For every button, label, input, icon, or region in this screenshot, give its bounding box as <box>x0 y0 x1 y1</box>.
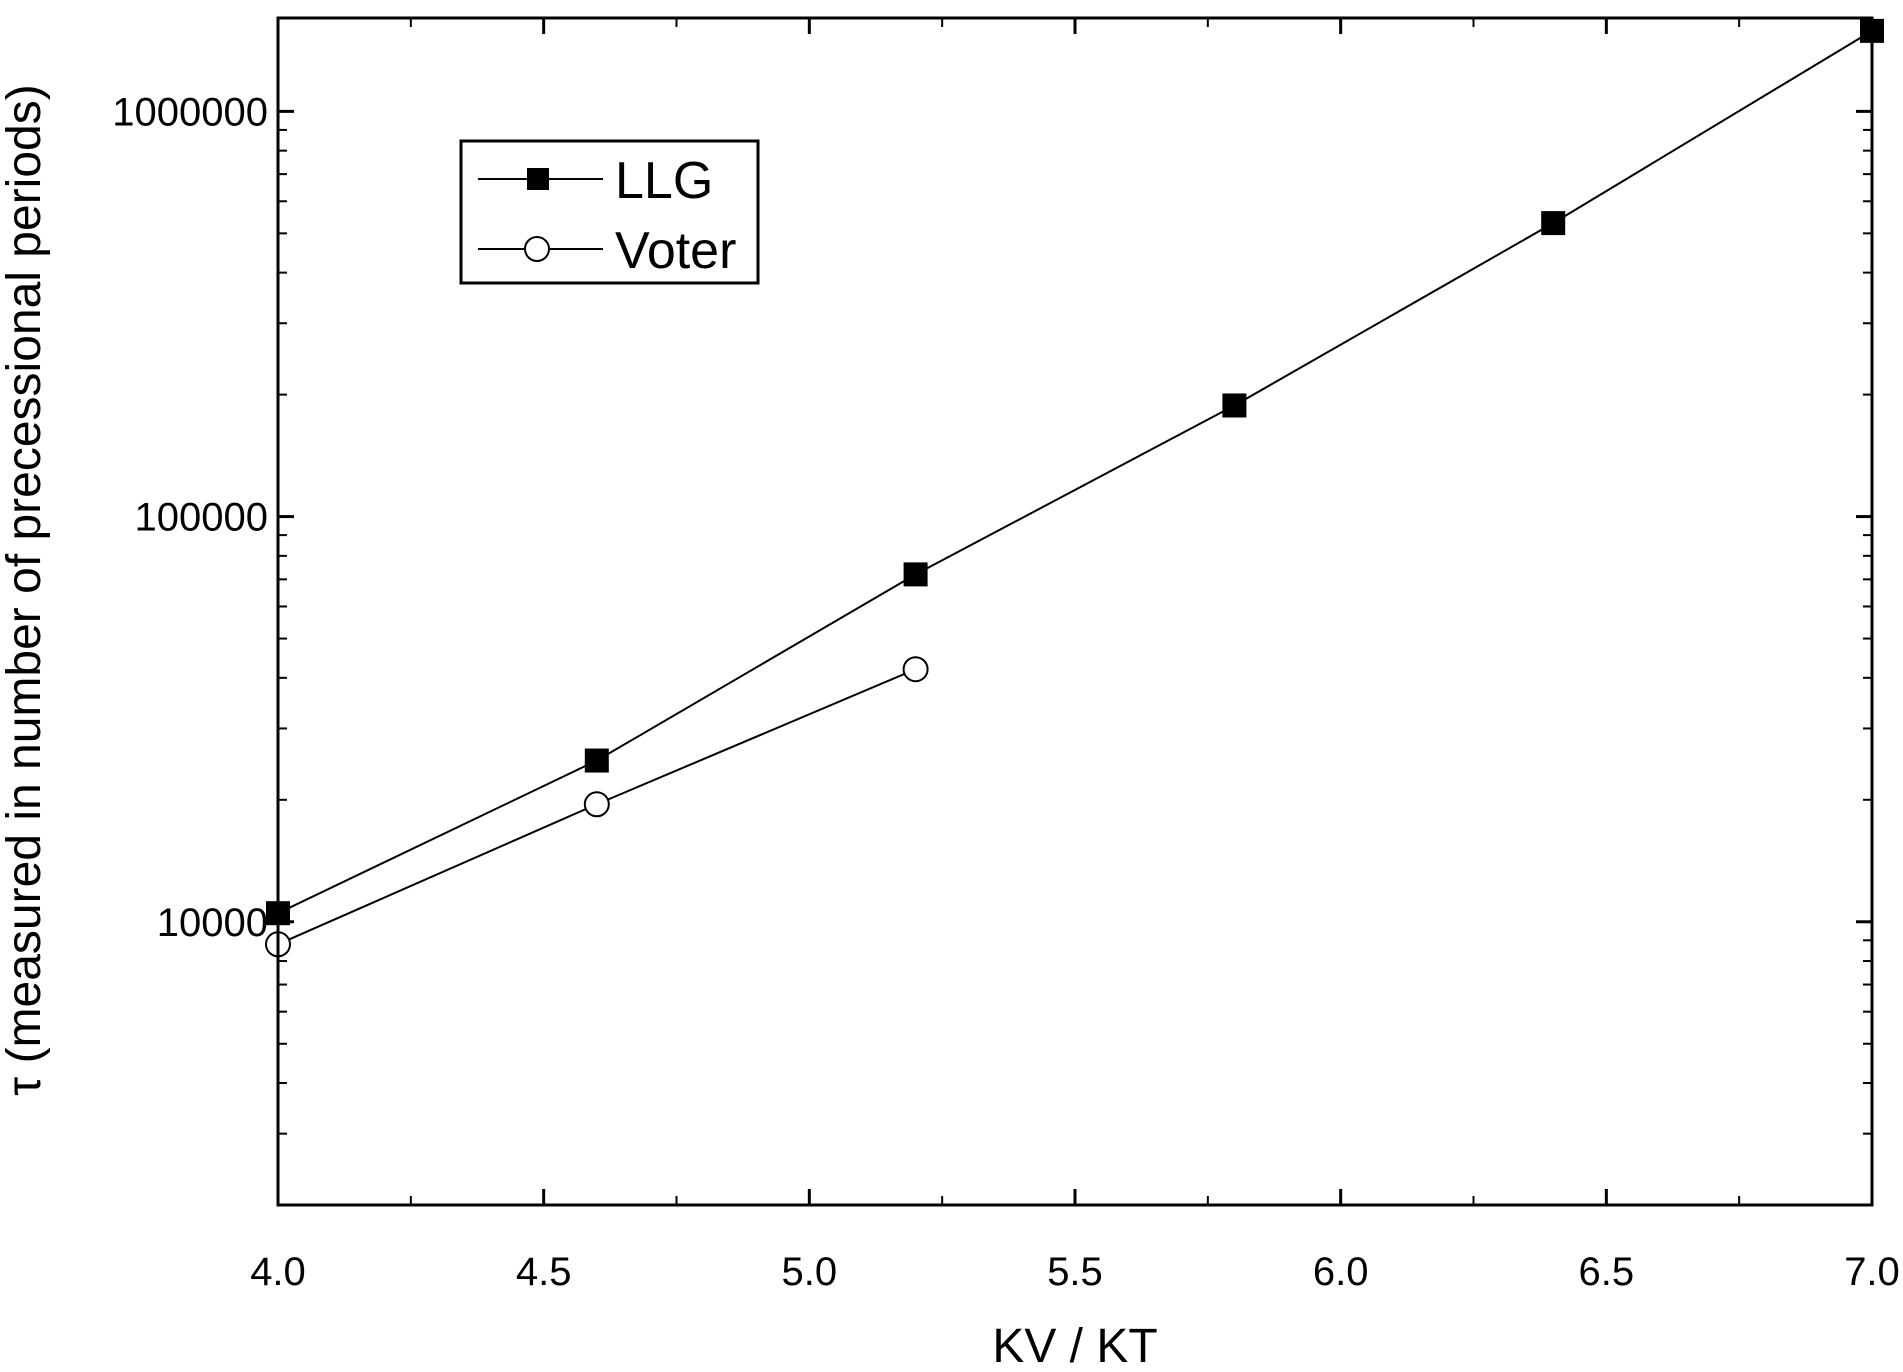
legend-voter-marker <box>524 236 550 262</box>
y-axis-title: τ (measured in number of precessional pe… <box>0 84 51 1095</box>
x-tick-labels: 4.0 4.5 5.0 5.5 6.0 6.5 7.0 <box>250 1250 1900 1294</box>
x-tick-label: 5.0 <box>782 1250 838 1294</box>
x-axis-title: KV / KT <box>992 1320 1157 1372</box>
x-tick-label: 7.0 <box>1844 1250 1900 1294</box>
series-layer <box>265 18 1884 958</box>
data-point-voter <box>583 791 610 818</box>
data-point-voter <box>902 656 929 683</box>
y-tick-label: 100000 <box>135 496 268 540</box>
legend-box <box>459 139 760 285</box>
x-tick-label: 6.0 <box>1313 1250 1369 1294</box>
legend-voter-label: Voter <box>615 222 736 280</box>
x-tick-label: 4.0 <box>250 1250 306 1294</box>
data-point-llg <box>584 748 609 773</box>
y-tick-labels: 10000 100000 1000000 <box>112 90 268 944</box>
series-line-llg <box>277 30 1873 915</box>
y-tick-label: 10000 <box>157 901 268 945</box>
legend-llg-label: LLG <box>615 152 713 210</box>
data-point-llg <box>903 562 928 587</box>
y-tick-label: 1000000 <box>112 90 268 134</box>
x-tick-label: 5.5 <box>1047 1250 1103 1294</box>
x-tick-label: 4.5 <box>516 1250 572 1294</box>
plot-frame <box>276 16 1874 1207</box>
data-point-llg <box>1541 211 1566 236</box>
legend: LLG Voter <box>459 139 760 285</box>
data-point-llg <box>1222 393 1247 418</box>
x-tick-label: 6.5 <box>1579 1250 1635 1294</box>
legend-llg-marker <box>527 168 549 190</box>
